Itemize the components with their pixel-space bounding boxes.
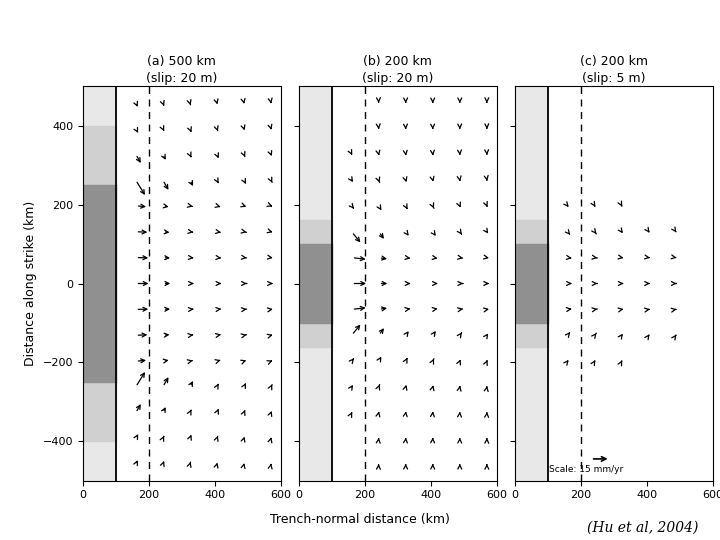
Bar bbox=[83, 185, 116, 382]
Bar bbox=[299, 220, 332, 347]
Text: Trench-normal distance (km): Trench-normal distance (km) bbox=[270, 514, 450, 526]
Text: Scale: 15 mm/yr: Scale: 15 mm/yr bbox=[549, 465, 624, 474]
Bar bbox=[515, 244, 548, 323]
Title: (c) 200 km
(slip: 5 m): (c) 200 km (slip: 5 m) bbox=[580, 55, 648, 85]
Bar bbox=[515, 86, 548, 481]
Bar bbox=[299, 86, 332, 481]
Bar bbox=[299, 244, 332, 323]
Title: (b) 200 km
(slip: 20 m): (b) 200 km (slip: 20 m) bbox=[362, 55, 433, 85]
Y-axis label: Distance along strike (km): Distance along strike (km) bbox=[24, 201, 37, 366]
Title: (a) 500 km
(slip: 20 m): (a) 500 km (slip: 20 m) bbox=[146, 55, 217, 85]
Text: (Hu et al, 2004): (Hu et al, 2004) bbox=[587, 521, 698, 535]
Bar bbox=[83, 86, 116, 481]
Bar bbox=[83, 126, 116, 441]
Bar bbox=[515, 220, 548, 347]
